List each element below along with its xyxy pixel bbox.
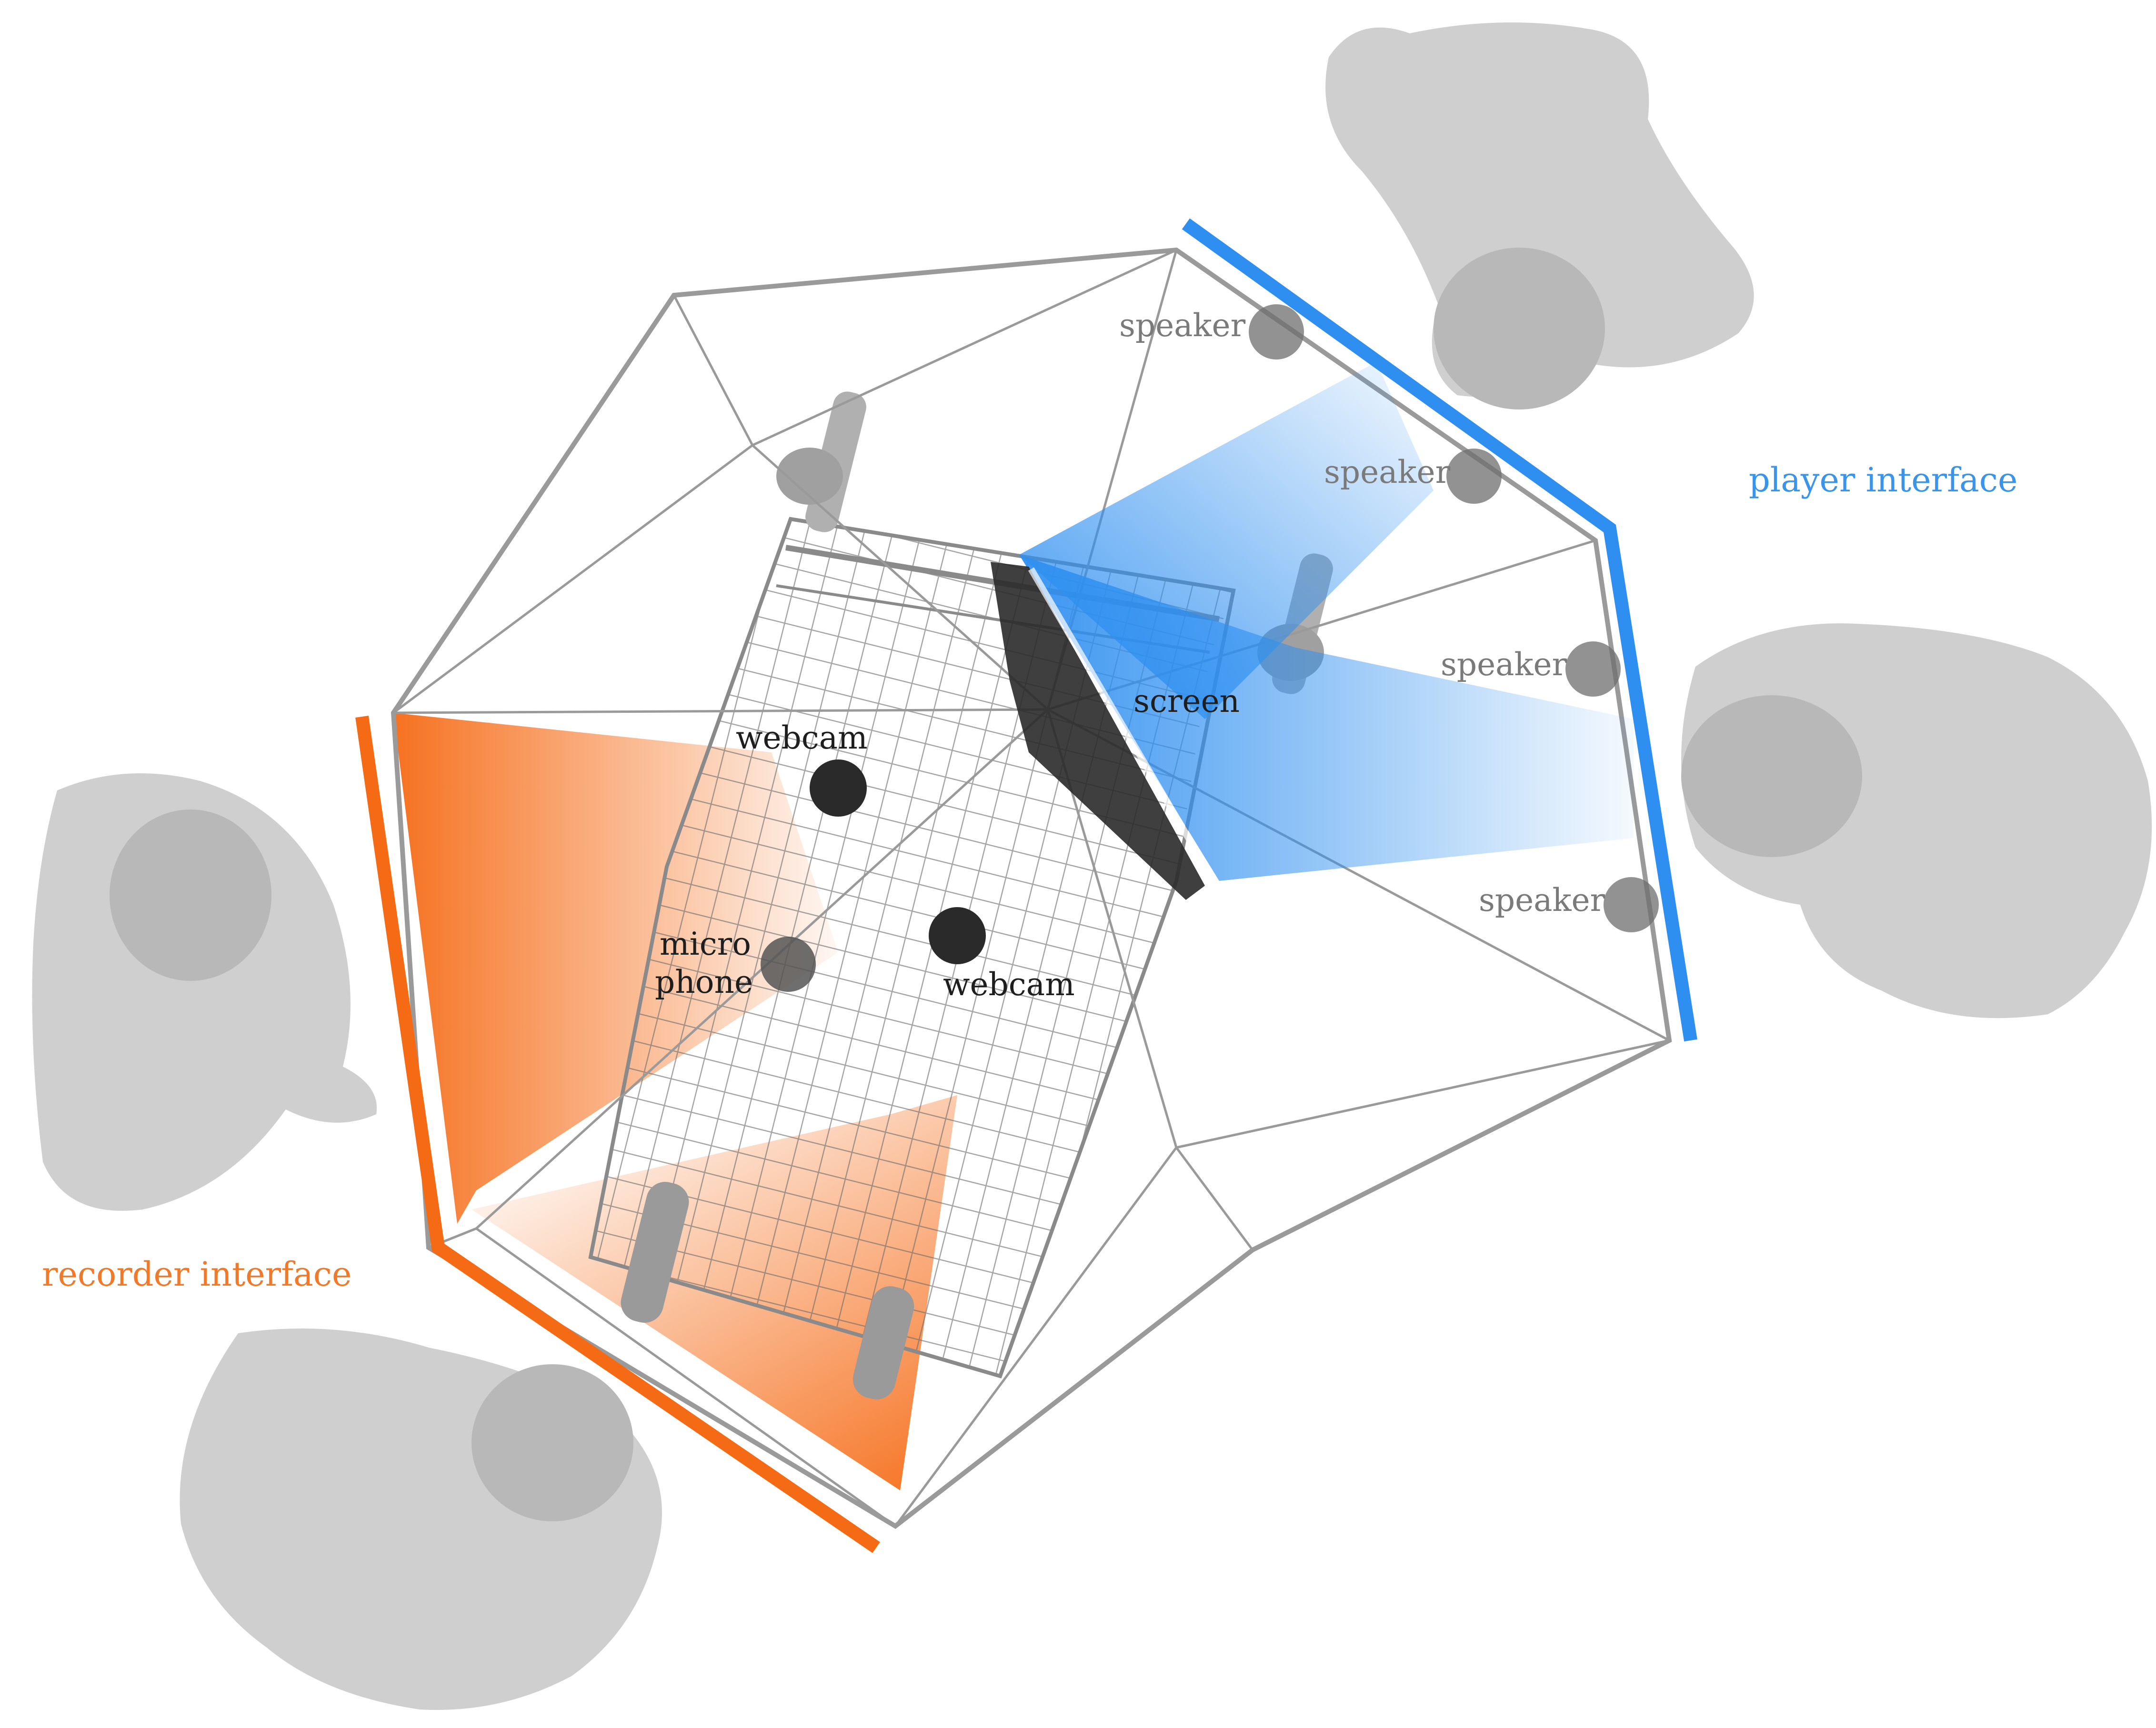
player-interface-label: player interface xyxy=(1749,460,2017,499)
recorder-interface-bar xyxy=(355,716,880,1553)
webcam-label: webcam xyxy=(736,719,868,756)
speaker-icon xyxy=(1446,449,1502,504)
webcam-icon xyxy=(929,907,986,964)
recorder-interface-label: recorder interface xyxy=(42,1255,351,1294)
screen xyxy=(991,562,1205,900)
webcam-icon xyxy=(810,759,867,817)
speaker-sound-cone xyxy=(1019,555,1634,881)
person-top-view-icon xyxy=(1325,22,1754,410)
screen-label: screen xyxy=(1133,683,1240,719)
microphone-label-line2: phone xyxy=(655,964,753,1000)
person-top-view-icon xyxy=(180,1328,662,1710)
speaker-label: speaker xyxy=(1441,646,1567,683)
speaker-icon xyxy=(1249,304,1304,360)
webcam-label: webcam xyxy=(943,966,1075,1003)
person-top-view-icon xyxy=(32,773,377,1211)
speaker-label: speaker xyxy=(1119,307,1246,344)
speaker-label: speaker xyxy=(1479,882,1605,919)
microphone-icon xyxy=(761,937,816,992)
speaker-label: speaker xyxy=(1324,454,1451,490)
player-interface-bar xyxy=(1182,218,1697,1042)
microphone-label-line1: micro xyxy=(660,926,751,962)
person-top-view-icon xyxy=(1681,623,2152,1019)
speaker-icon xyxy=(1604,877,1659,932)
speaker-icon xyxy=(1565,641,1621,697)
